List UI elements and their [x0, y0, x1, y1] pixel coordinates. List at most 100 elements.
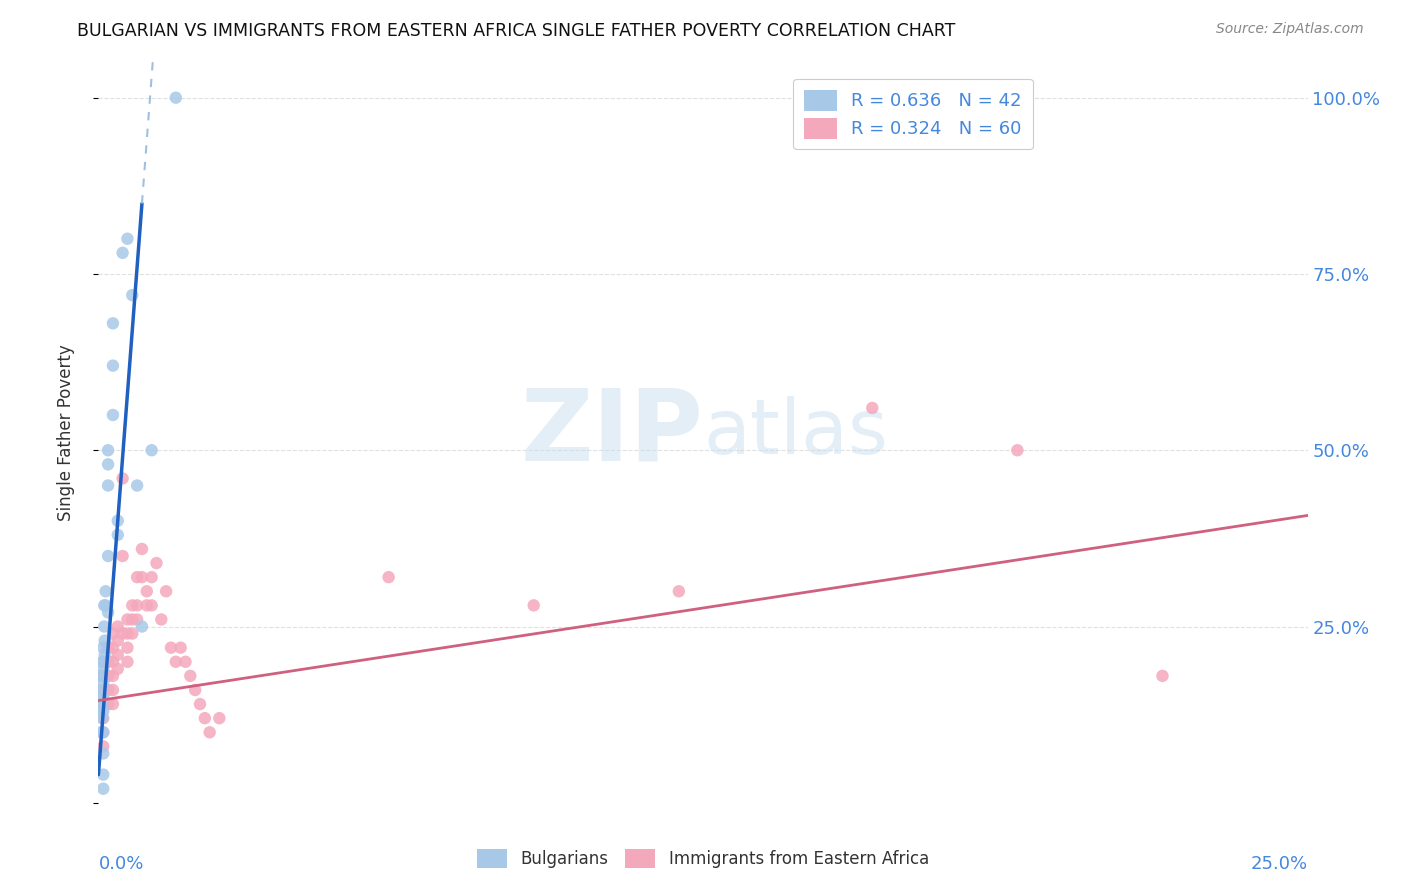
Point	[121, 288, 143, 302]
Point	[91, 662, 114, 676]
Point	[101, 683, 124, 698]
Point	[169, 640, 191, 655]
Point	[91, 655, 114, 669]
Point	[91, 655, 114, 669]
Point	[523, 599, 546, 613]
Point	[117, 232, 139, 246]
Point	[91, 676, 114, 690]
Point	[94, 584, 117, 599]
Point	[94, 599, 117, 613]
Point	[145, 556, 167, 570]
Point	[188, 697, 211, 711]
Point	[91, 747, 114, 761]
Legend: R = 0.636   N = 42, R = 0.324   N = 60: R = 0.636 N = 42, R = 0.324 N = 60	[793, 78, 1032, 150]
Point	[97, 606, 120, 620]
Text: ZIP: ZIP	[520, 384, 703, 481]
Point	[117, 626, 139, 640]
Point	[131, 570, 153, 584]
Point	[93, 648, 115, 662]
Point	[91, 725, 114, 739]
Y-axis label: Single Father Poverty: Single Father Poverty	[56, 344, 75, 521]
Point	[91, 683, 114, 698]
Point	[127, 599, 149, 613]
Point	[90, 704, 112, 718]
Point	[97, 549, 120, 563]
Text: atlas: atlas	[703, 396, 887, 469]
Point	[160, 640, 183, 655]
Text: 0.0%: 0.0%	[98, 855, 143, 872]
Point	[135, 584, 157, 599]
Point	[165, 655, 187, 669]
Point	[93, 599, 115, 613]
Point	[165, 91, 187, 105]
Point	[101, 359, 124, 373]
Point	[111, 245, 134, 260]
Text: Source: ZipAtlas.com: Source: ZipAtlas.com	[1216, 22, 1364, 37]
Point	[101, 408, 124, 422]
Point	[91, 704, 114, 718]
Point	[111, 626, 134, 640]
Point	[101, 655, 124, 669]
Point	[101, 316, 124, 330]
Point	[117, 640, 139, 655]
Point	[208, 711, 231, 725]
Point	[121, 599, 143, 613]
Point	[131, 541, 153, 556]
Point	[97, 478, 120, 492]
Point	[107, 514, 129, 528]
Point	[141, 570, 163, 584]
Point	[91, 697, 114, 711]
Point	[155, 584, 177, 599]
Point	[111, 549, 134, 563]
Point	[93, 619, 115, 633]
Point	[97, 458, 120, 472]
Point	[97, 697, 120, 711]
Point	[90, 725, 112, 739]
Point	[90, 669, 112, 683]
Point	[107, 619, 129, 633]
Point	[150, 612, 173, 626]
Point	[121, 612, 143, 626]
Point	[107, 648, 129, 662]
Point	[97, 683, 120, 698]
Text: BULGARIAN VS IMMIGRANTS FROM EASTERN AFRICA SINGLE FATHER POVERTY CORRELATION CH: BULGARIAN VS IMMIGRANTS FROM EASTERN AFR…	[77, 22, 956, 40]
Point	[117, 612, 139, 626]
Point	[91, 697, 114, 711]
Point	[179, 669, 201, 683]
Point	[91, 640, 114, 655]
Point	[101, 626, 124, 640]
Point	[91, 683, 114, 698]
Point	[90, 690, 112, 704]
Point	[101, 697, 124, 711]
Point	[91, 690, 114, 704]
Point	[668, 584, 690, 599]
Point	[1152, 669, 1174, 683]
Point	[131, 619, 153, 633]
Point	[91, 711, 114, 725]
Point	[91, 655, 114, 669]
Point	[93, 633, 115, 648]
Point	[91, 767, 114, 781]
Point	[107, 528, 129, 542]
Point	[117, 655, 139, 669]
Point	[141, 599, 163, 613]
Point	[91, 711, 114, 725]
Point	[141, 443, 163, 458]
Point	[97, 669, 120, 683]
Point	[184, 683, 207, 698]
Point	[198, 725, 221, 739]
Point	[111, 471, 134, 485]
Point	[377, 570, 399, 584]
Point	[127, 570, 149, 584]
Point	[1007, 443, 1029, 458]
Point	[97, 443, 120, 458]
Point	[194, 711, 217, 725]
Point	[91, 739, 114, 754]
Point	[107, 633, 129, 648]
Point	[101, 669, 124, 683]
Point	[97, 655, 120, 669]
Point	[860, 401, 883, 415]
Point	[127, 612, 149, 626]
Point	[91, 781, 114, 796]
Point	[174, 655, 197, 669]
